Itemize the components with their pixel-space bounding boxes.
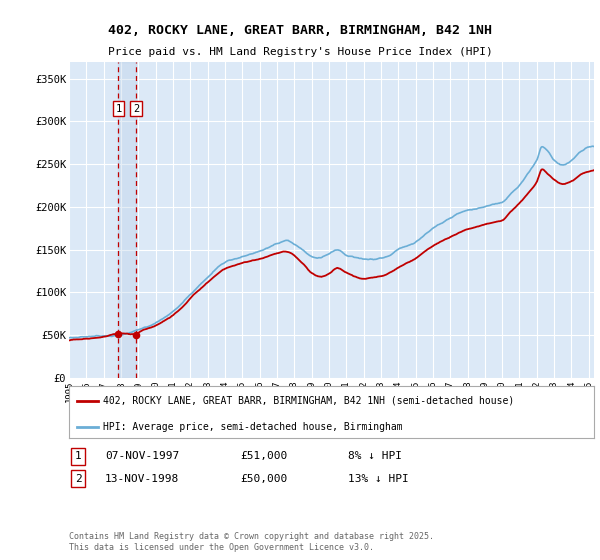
Text: HPI: Average price, semi-detached house, Birmingham: HPI: Average price, semi-detached house,…	[103, 422, 403, 432]
Text: 1: 1	[115, 104, 122, 114]
Text: 13% ↓ HPI: 13% ↓ HPI	[348, 474, 409, 484]
Text: 2: 2	[133, 104, 139, 114]
Text: 07-NOV-1997: 07-NOV-1997	[105, 451, 179, 461]
Text: £51,000: £51,000	[240, 451, 287, 461]
Text: £50,000: £50,000	[240, 474, 287, 484]
Text: 402, ROCKY LANE, GREAT BARR, BIRMINGHAM, B42 1NH (semi-detached house): 402, ROCKY LANE, GREAT BARR, BIRMINGHAM,…	[103, 396, 514, 406]
Text: Price paid vs. HM Land Registry's House Price Index (HPI): Price paid vs. HM Land Registry's House …	[107, 46, 493, 57]
Bar	[118, 62, 136, 378]
Text: 2: 2	[74, 474, 82, 484]
Text: Contains HM Land Registry data © Crown copyright and database right 2025.
This d: Contains HM Land Registry data © Crown c…	[69, 532, 434, 552]
Text: 8% ↓ HPI: 8% ↓ HPI	[348, 451, 402, 461]
Text: 1: 1	[74, 451, 82, 461]
Text: 402, ROCKY LANE, GREAT BARR, BIRMINGHAM, B42 1NH: 402, ROCKY LANE, GREAT BARR, BIRMINGHAM,…	[108, 24, 492, 38]
Text: 13-NOV-1998: 13-NOV-1998	[105, 474, 179, 484]
